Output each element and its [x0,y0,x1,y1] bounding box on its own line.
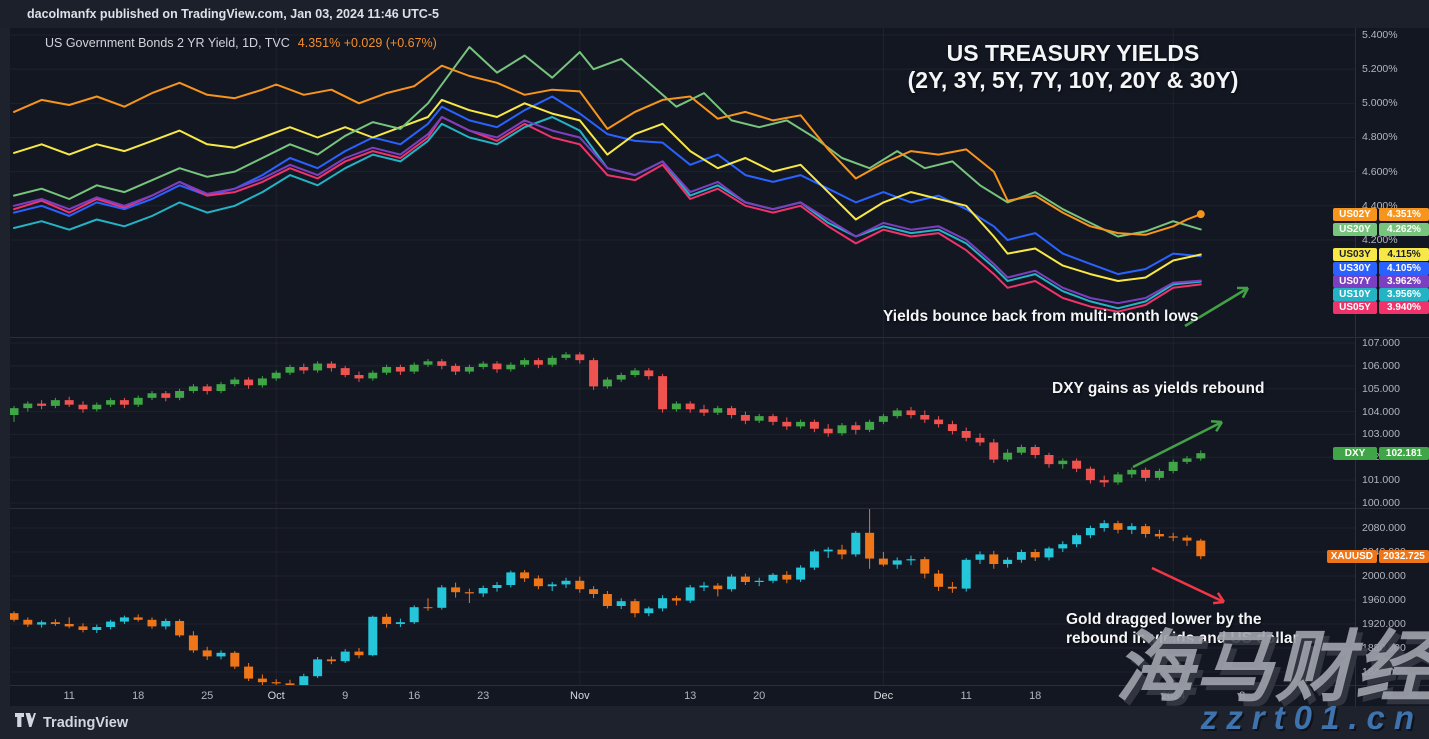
tradingview-brand-text[interactable]: TradingView [43,714,129,731]
us30y-price-badge: US30Y 4.105% [1333,261,1429,275]
price-tick-label: 1920.000 [1362,618,1406,630]
chart-title-annotation: US TREASURY YIELDS (2Y, 3Y, 5Y, 7Y, 10Y,… [907,40,1239,93]
dxy-up-arrow [1132,419,1224,469]
pane-divider[interactable] [10,337,1429,338]
yields-up-arrow [1184,286,1250,328]
us07y-price-badge: US07Y 3.962% [1333,274,1429,288]
us02y-last-dot [1196,210,1205,219]
symbol-values: 4.351% +0.029 (+0.67%) [297,36,437,50]
time-tick-label: 11 [960,690,972,702]
price-tick-label: 4.800% [1362,131,1398,144]
time-tick-label: Nov [570,690,590,702]
price-tick-label: 5.200% [1362,63,1398,76]
us02y-price-badge: US02Y 4.351% [1333,208,1429,222]
xauusd-price-badge: XAUUSD 2032.725 [1326,550,1429,564]
price-tick-label: 1840.000 [1362,666,1406,678]
time-tick-label: 9 [342,690,349,702]
price-tick-label: 1880.000 [1362,642,1406,654]
symbol-legend[interactable]: US Government Bonds 2 YR Yield, 1D, TVC 4… [45,36,437,50]
gold-chart[interactable] [10,508,1429,685]
us10y-line [13,116,1202,310]
price-tick-label: 100.000 [1362,496,1400,509]
symbol-title[interactable]: US Government Bonds 2 YR Yield, 1D, TVC [45,36,290,50]
pane-divider[interactable] [10,508,1429,509]
price-tick-label: 103.000 [1362,428,1400,441]
dxy-candles [10,352,1206,487]
dxy-note-annotation: DXY gains as yields rebound [1052,380,1265,397]
yields-chart[interactable] [10,28,1429,337]
us05y-price-badge: US05Y 3.940% [1333,301,1429,315]
time-tick-label: 23 [477,690,490,702]
site-watermark: zzrt01.cn [1200,699,1423,736]
published-header-text: dacolmanfx published on TradingView.com,… [27,7,439,21]
tradingview-logo-icon[interactable] [15,713,36,732]
footer-bar: TradingView [0,706,1429,739]
us10y-price-badge: US10Y 3.956% [1333,288,1429,302]
price-axis-line [1355,28,1356,706]
us03y-line [13,98,1202,282]
time-axis-divider [10,685,1429,686]
gold-down-arrow [1151,566,1226,605]
published-header-bar: dacolmanfx published on TradingView.com,… [0,0,1429,28]
time-tick-label: 25 [201,690,214,702]
price-tick-label: 4.200% [1362,233,1398,246]
time-tick-label: 11 [63,690,75,702]
time-tick-label: Dec [873,690,894,702]
time-tick-label: 18 [132,690,145,702]
time-tick-label: 8 [1239,690,1246,702]
price-tick-label: 5.000% [1362,97,1398,110]
us03y-price-badge: US03Y 4.115% [1333,248,1429,262]
time-tick-label: 20 [753,690,766,702]
time-tick-label: 18 [1029,690,1042,702]
xauusd-candles [10,508,1206,685]
price-tick-label: 101.000 [1362,474,1400,487]
time-tick-label: 16 [408,690,421,702]
price-tick-label: 105.000 [1362,382,1400,395]
time-tick-label: 13 [684,690,697,702]
price-tick-label: 5.400% [1362,29,1398,41]
us20y-price-badge: US20Y 4.262% [1333,223,1429,237]
dxy-chart[interactable] [10,337,1429,508]
us02y-line [13,64,1202,236]
yields-note-annotation: Yields bounce back from multi-month lows [883,308,1199,325]
chinese-watermark: 海马财经 [1114,623,1429,711]
time-tick-label: 2024 [1160,690,1186,702]
us20y-line [13,46,1202,238]
price-tick-label: 4.600% [1362,165,1398,178]
us30y-line [13,95,1202,276]
us07y-line [13,116,1202,305]
price-tick-label: 2000.000 [1362,570,1406,582]
gold-note-annotation: Gold dragged lower by the rebound in yie… [1066,611,1299,647]
price-tick-label: 1960.000 [1362,594,1406,606]
time-tick-label: Oct [267,690,285,702]
price-tick-label: 104.000 [1362,405,1400,418]
dxy-price-badge: DXY 102.181 [1333,447,1429,461]
chart-container[interactable]: US Government Bonds 2 YR Yield, 1D, TVC 4… [10,28,1429,706]
price-tick-label: 2080.000 [1362,522,1406,534]
price-tick-label: 106.000 [1362,359,1400,372]
price-tick-label: 107.000 [1362,337,1400,349]
us05y-line [13,116,1202,313]
